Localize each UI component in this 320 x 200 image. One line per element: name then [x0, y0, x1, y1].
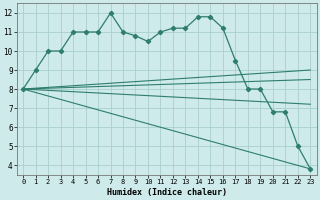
- X-axis label: Humidex (Indice chaleur): Humidex (Indice chaleur): [107, 188, 227, 197]
